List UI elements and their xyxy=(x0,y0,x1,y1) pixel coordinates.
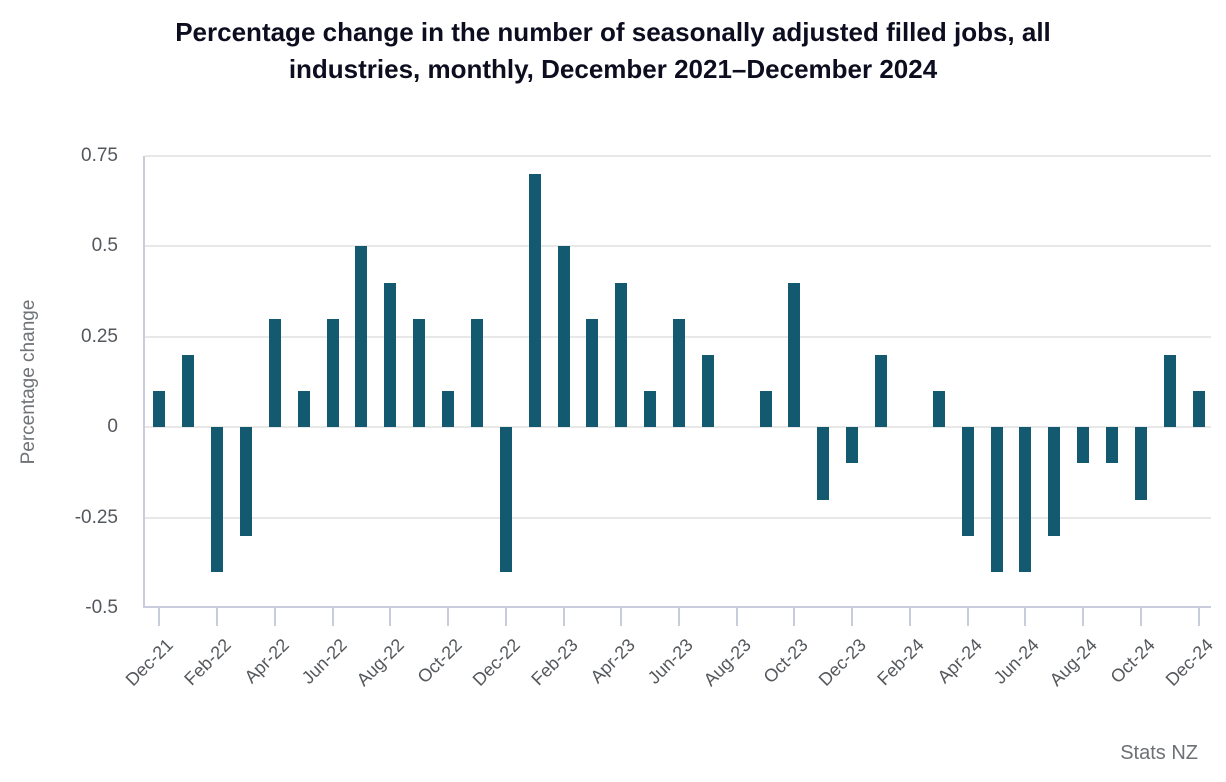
x-tick-Jun-23 xyxy=(678,608,680,626)
gridline-0.75 xyxy=(145,155,1211,157)
bar-Feb-23 xyxy=(557,246,570,428)
chart-title: Percentage change in the number of seaso… xyxy=(0,14,1226,88)
x-tick-Feb-24 xyxy=(908,608,911,626)
x-tick-Feb-23 xyxy=(562,608,565,626)
x-tick-Dec-23 xyxy=(851,608,854,626)
bar-Jan-22 xyxy=(182,354,195,428)
x-tick-Apr-23 xyxy=(620,608,623,626)
bar-Sep-23 xyxy=(759,391,772,428)
bar-Dec-21 xyxy=(153,391,166,428)
bar-Apr-23 xyxy=(615,282,628,428)
bar-Nov-24 xyxy=(1163,354,1176,428)
x-tick-Dec-24 xyxy=(1197,608,1200,626)
bar-Mar-23 xyxy=(586,318,599,428)
bar-Sep-24 xyxy=(1105,427,1118,464)
bar-Dec-22 xyxy=(499,427,512,572)
bar-Jul-22 xyxy=(355,246,368,428)
bar-Oct-23 xyxy=(788,282,801,428)
y-tick-label-0: 0 xyxy=(107,416,118,438)
x-tick-Jun-22 xyxy=(331,608,334,626)
x-tick-Oct-24 xyxy=(1139,608,1142,626)
chart-title-line-1: Percentage change in the number of seaso… xyxy=(175,17,1051,47)
bar-Aug-22 xyxy=(384,282,397,428)
x-tick-Aug-22 xyxy=(389,608,392,626)
x-tick-Aug-23 xyxy=(735,608,738,626)
y-tick-label-0.5: 0.5 xyxy=(91,235,118,257)
gridline-0 xyxy=(145,426,1211,429)
x-tick-Apr-24 xyxy=(966,608,969,626)
bar-Jul-24 xyxy=(1048,427,1061,536)
bar-Feb-22 xyxy=(211,427,224,572)
bar-Jun-22 xyxy=(326,318,339,428)
y-tick-label--0.25: -0.25 xyxy=(74,506,118,528)
chart-title-line-2: industries, monthly, December 2021–Decem… xyxy=(288,54,938,84)
gridline--0.25 xyxy=(145,516,1211,519)
gridline-0.5 xyxy=(145,245,1211,248)
x-tick-Dec-21 xyxy=(158,608,161,626)
x-tick-Aug-24 xyxy=(1082,608,1085,626)
bar-Dec-23 xyxy=(846,427,859,464)
x-tick-Dec-22 xyxy=(504,608,507,626)
bar-Mar-22 xyxy=(240,427,253,536)
y-tick-label-0.25: 0.25 xyxy=(81,325,118,347)
bar-Nov-23 xyxy=(817,427,830,500)
bar-Oct-22 xyxy=(442,391,455,428)
bar-Oct-24 xyxy=(1134,427,1147,500)
bar-Aug-24 xyxy=(1077,427,1090,464)
bar-May-24 xyxy=(990,427,1003,572)
plot-area xyxy=(143,155,1211,626)
bar-Apr-24 xyxy=(961,427,974,536)
x-tick-Oct-23 xyxy=(793,608,796,626)
bar-Jun-23 xyxy=(673,318,685,428)
bar-Nov-22 xyxy=(470,318,483,428)
bar-May-22 xyxy=(297,391,310,428)
x-tick-Apr-22 xyxy=(273,608,276,626)
bar-Jan-23 xyxy=(528,174,541,428)
bar-Jul-23 xyxy=(701,354,714,428)
x-tick-Oct-22 xyxy=(447,608,450,626)
bar-Jan-24 xyxy=(875,354,888,428)
bar-Jun-24 xyxy=(1019,427,1032,572)
bar-Sep-22 xyxy=(413,318,426,428)
bar-Apr-22 xyxy=(268,318,281,428)
y-tick-label--0.5: -0.5 xyxy=(85,597,118,618)
bar-May-23 xyxy=(644,391,657,428)
x-tick-Jun-24 xyxy=(1024,608,1027,626)
bar-Dec-24 xyxy=(1192,391,1205,428)
x-tick-Feb-22 xyxy=(216,608,219,626)
source-label: Stats NZ xyxy=(1120,742,1198,764)
bar-Mar-24 xyxy=(932,391,945,428)
y-tick-label-0.75: 0.75 xyxy=(81,145,118,166)
